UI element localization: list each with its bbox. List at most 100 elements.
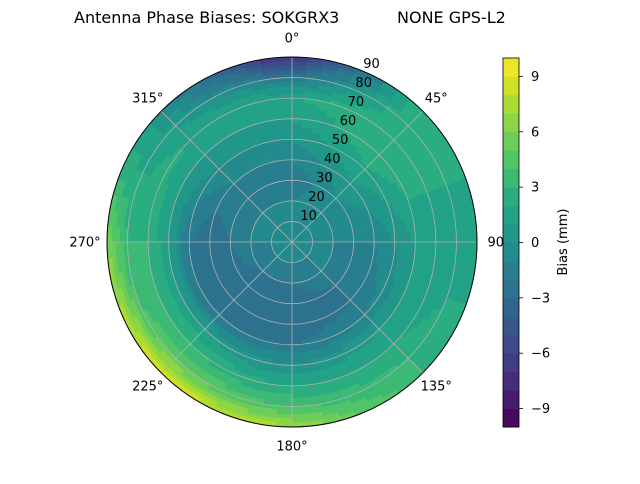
colorbar-level: [503, 409, 519, 428]
contour-cell: [239, 237, 243, 242]
contour-cell: [370, 235, 374, 242]
contour-cell: [386, 233, 391, 242]
colorbar-tick-label: 0: [531, 236, 539, 251]
contour-cell: [287, 291, 292, 295]
colorbar-level: [503, 76, 519, 95]
contour-cell: [288, 193, 292, 197]
colorbar-level: [503, 298, 519, 317]
contour-cell: [259, 242, 263, 245]
contour-cell: [288, 201, 292, 205]
colorbar-level: [503, 316, 519, 335]
contour-cell: [362, 236, 366, 242]
contour-cell: [288, 197, 292, 201]
colorbar-label: Bias (mm): [556, 209, 571, 276]
contour-cell: [292, 279, 296, 283]
contour-cell: [337, 242, 341, 246]
contour-cell: [337, 238, 341, 242]
colorbar-tick-label: −9: [531, 402, 550, 417]
contour-cell: [399, 232, 404, 242]
contour-cell: [292, 271, 295, 275]
colorbar-level: [503, 113, 519, 132]
r-tick-label: 50: [332, 133, 349, 148]
contour-cell: [214, 235, 218, 242]
contour-cell: [193, 242, 198, 251]
contour-cell: [282, 349, 292, 354]
contour-cell: [333, 242, 337, 246]
contour-cell: [210, 242, 214, 249]
contour-cell: [202, 234, 206, 242]
colorbar-level: [503, 335, 519, 354]
contour-cell: [287, 295, 292, 299]
contour-cell: [382, 234, 387, 242]
contour-cell: [284, 147, 292, 152]
theta-tick-label: 180°: [276, 440, 307, 455]
contour-cell: [230, 242, 234, 247]
colorbar-level: [503, 95, 519, 114]
contour-cell: [218, 236, 222, 242]
contour-cell: [292, 127, 302, 131]
contour-cell: [251, 242, 255, 246]
contour-cell: [197, 234, 202, 242]
contour-cell: [292, 320, 299, 324]
contour-cell: [282, 353, 292, 358]
contour-cell: [286, 312, 292, 316]
r-tick-label: 40: [324, 152, 341, 167]
contour-cell: [292, 312, 298, 316]
contour-cell: [403, 232, 408, 242]
contour-cell: [292, 147, 300, 152]
contour-cell: [292, 160, 299, 164]
contour-cell: [243, 238, 247, 242]
contour-cell: [181, 242, 186, 252]
colorbar-level: [503, 390, 519, 409]
contour-cell: [292, 275, 295, 279]
contour-cell: [286, 168, 292, 172]
contour-cell: [287, 184, 292, 188]
colorbar-level: [503, 187, 519, 206]
colorbar-tick-label: −3: [531, 291, 550, 306]
contour-cell: [239, 242, 243, 247]
colorbar-level: [503, 169, 519, 188]
colorbar-level: [503, 58, 519, 77]
r-tick-label: 60: [340, 114, 357, 129]
contour-cell: [283, 336, 292, 341]
contour-cell: [283, 143, 292, 148]
theta-tick-label: 45°: [425, 91, 448, 106]
contour-cell: [282, 131, 292, 136]
contour-cell: [181, 232, 186, 242]
theta-tick-label: 315°: [132, 91, 163, 106]
contour-cell: [292, 328, 300, 332]
contour-cell: [292, 131, 302, 136]
contour-cell: [333, 238, 337, 242]
contour-cell: [222, 236, 226, 242]
contour-cell: [230, 237, 234, 242]
contour-cell: [292, 336, 301, 341]
colorbar-level: [503, 279, 519, 298]
colorbar-tick-label: 3: [531, 181, 539, 196]
polar-grid: [107, 57, 477, 427]
contour-cell: [292, 184, 297, 188]
contour-cell: [292, 189, 297, 193]
contour-cell: [288, 283, 292, 287]
contour-cell: [321, 239, 325, 242]
contour-cell: [177, 232, 182, 242]
contour-cell: [329, 238, 333, 242]
theta-tick-label: 135°: [421, 380, 452, 395]
contour-cell: [285, 160, 292, 164]
contour-cell: [193, 233, 198, 242]
contour-cell: [378, 242, 382, 250]
contour-cell: [292, 143, 301, 148]
contour-cell: [345, 237, 349, 242]
contour-cell: [292, 180, 297, 184]
theta-tick-label: 270°: [69, 236, 100, 251]
contour-cell: [292, 168, 298, 172]
contour-cell: [345, 242, 349, 247]
chart-title-right: NONE GPS-L2: [397, 8, 506, 27]
contour-cell: [382, 242, 387, 250]
contour-cell: [286, 172, 292, 176]
contour-cell: [234, 237, 238, 242]
contour-cell: [197, 242, 202, 250]
contour-cell: [282, 357, 292, 362]
contour-cell: [287, 299, 292, 303]
